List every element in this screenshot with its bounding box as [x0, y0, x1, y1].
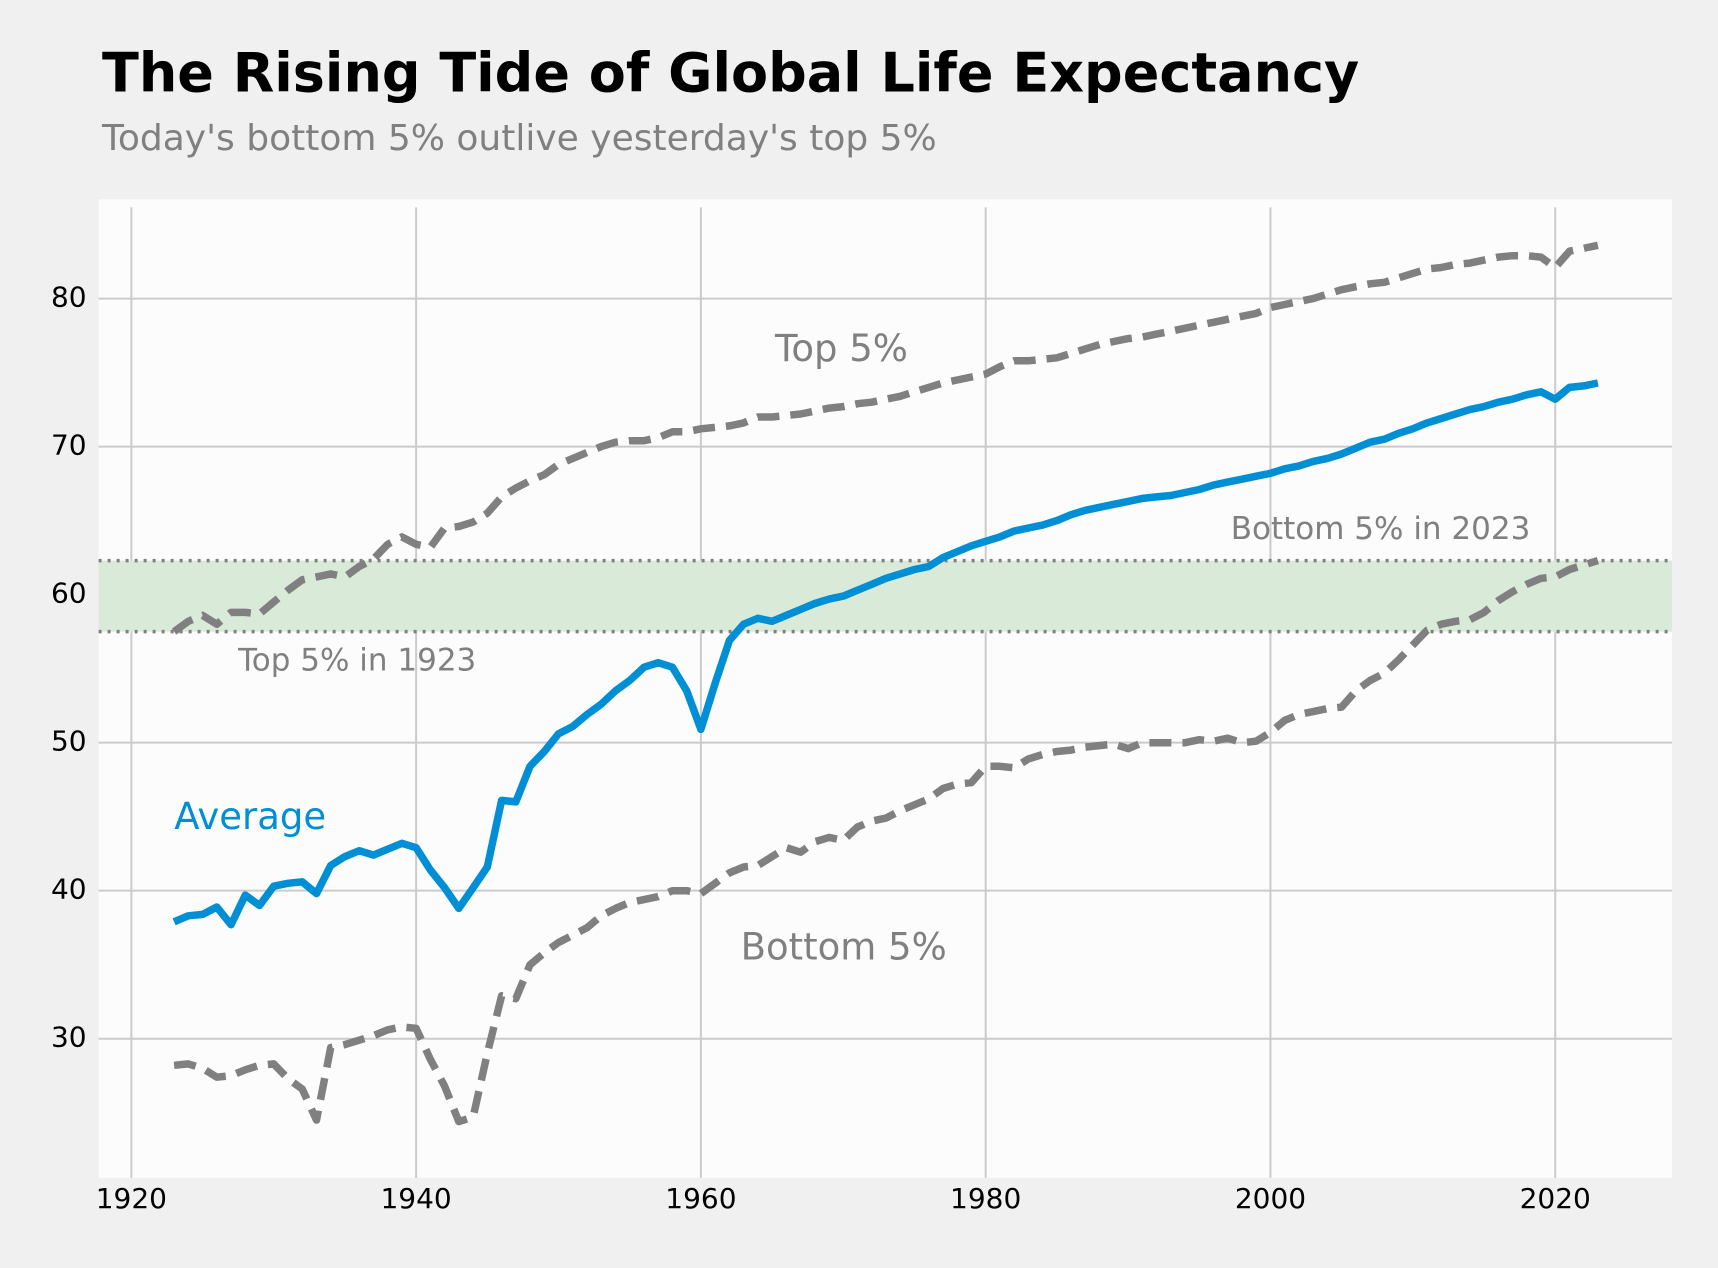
chart-title: The Rising Tide of Global Life Expectanc…: [102, 42, 1359, 105]
band-label: Bottom 5% in 2023: [1231, 511, 1531, 547]
y-tick-label: 50: [51, 725, 87, 758]
y-tick-label: 40: [51, 873, 87, 906]
band-label: Top 5% in 1923: [237, 642, 476, 678]
chart-subtitle: Today's bottom 5% outlive yesterday's to…: [101, 118, 937, 159]
y-tick-label: 60: [51, 577, 87, 610]
x-tick-label: 1920: [96, 1182, 167, 1215]
series-label: Top 5%: [774, 327, 908, 370]
x-tick-label: 2000: [1235, 1182, 1306, 1215]
highlight-band: [98, 560, 1672, 632]
y-tick-label: 30: [51, 1021, 87, 1054]
plot-area: [98, 199, 1672, 1178]
series-label: Average: [174, 795, 326, 838]
series-line: [172, 379, 1599, 929]
x-tick-label: 1960: [665, 1182, 736, 1215]
series-line: [171, 241, 1599, 635]
series-line: [173, 557, 1600, 1126]
x-tick-label: 2020: [1520, 1182, 1591, 1215]
x-tick-label: 1980: [950, 1182, 1021, 1215]
x-tick-label: 1940: [380, 1182, 451, 1215]
series-label: Bottom 5%: [741, 925, 947, 968]
y-tick-label: 80: [51, 281, 87, 314]
y-tick-label: 70: [51, 429, 87, 462]
